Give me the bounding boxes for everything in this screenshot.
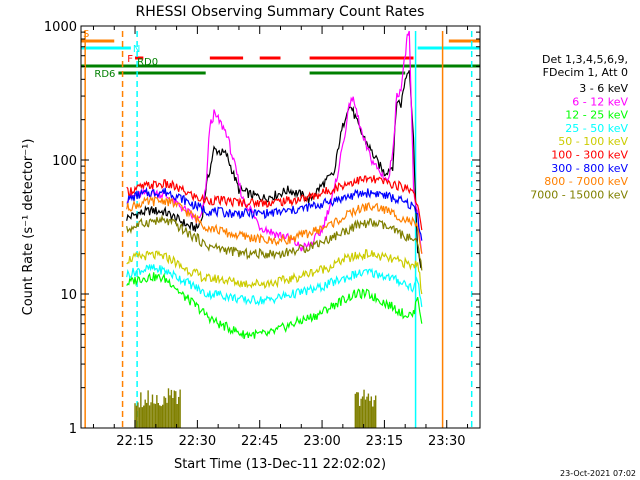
series-lines bbox=[126, 30, 423, 340]
flag-bars: S NF RD0 RD6 bbox=[81, 29, 480, 80]
x-axis-label: Start Time (13-Dec-11 22:02:02) bbox=[174, 457, 386, 472]
legend-entry: 6 - 12 keV bbox=[572, 95, 628, 108]
flag-label: S bbox=[83, 29, 89, 40]
series-line bbox=[126, 175, 423, 231]
legend-entry: 300 - 800 keV bbox=[551, 162, 628, 175]
legend-entry: 12 - 25 keV bbox=[565, 109, 628, 122]
vertical-markers bbox=[84, 31, 473, 428]
attenuator-bursts bbox=[134, 388, 377, 428]
x-tick-label: 22:15 bbox=[116, 434, 153, 449]
x-tick-label: 22:30 bbox=[179, 434, 216, 449]
legend-entry: 100 - 300 keV bbox=[551, 149, 628, 162]
legend-entry: 7000 - 15000 keV bbox=[530, 188, 628, 201]
legend-header: FDecim 1, Att 0 bbox=[543, 66, 628, 79]
y-tick-label: 1 bbox=[69, 422, 77, 437]
y-axis-label: Count Rate (s⁻¹ detector⁻¹) bbox=[21, 139, 36, 316]
x-tick-label: 23:30 bbox=[428, 434, 465, 449]
x-tick-label: 23:15 bbox=[366, 434, 403, 449]
series-line bbox=[126, 272, 423, 340]
y-tick-label: 100 bbox=[52, 154, 77, 169]
flag-label: N bbox=[133, 44, 140, 55]
series-line bbox=[126, 214, 423, 271]
legend-entry: 3 - 6 keV bbox=[579, 82, 628, 95]
footer-date: 23-Oct-2021 07:02 bbox=[560, 469, 636, 478]
x-tick-label: 22:45 bbox=[241, 434, 278, 449]
flag-label: RD0 bbox=[137, 57, 158, 68]
series-line bbox=[126, 186, 423, 241]
series-line bbox=[126, 249, 423, 295]
y-axis: 1 10 100 1000 bbox=[44, 20, 480, 437]
x-axis: 22:15 22:30 22:45 23:00 23:15 23:30 bbox=[92, 26, 469, 449]
legend-entry: 25 - 50 keV bbox=[565, 122, 628, 135]
series-line bbox=[126, 263, 423, 308]
series-line bbox=[126, 195, 423, 254]
series-line bbox=[126, 30, 423, 254]
flag-label: RD6 bbox=[94, 69, 115, 80]
x-tick-label: 23:00 bbox=[303, 434, 340, 449]
y-tick-label: 10 bbox=[60, 288, 77, 303]
flag-label: F bbox=[127, 54, 133, 65]
chart-title: RHESSI Observing Summary Count Rates bbox=[136, 4, 425, 20]
y-tick-label: 1000 bbox=[44, 20, 77, 35]
legend-entry: 50 - 100 keV bbox=[558, 135, 628, 148]
legend: Det 1,3,4,5,6,9,FDecim 1, Att 0 3 - 6 keV… bbox=[530, 53, 628, 201]
legend-header: Det 1,3,4,5,6,9, bbox=[542, 53, 628, 66]
legend-entry: 800 - 7000 keV bbox=[544, 175, 628, 188]
